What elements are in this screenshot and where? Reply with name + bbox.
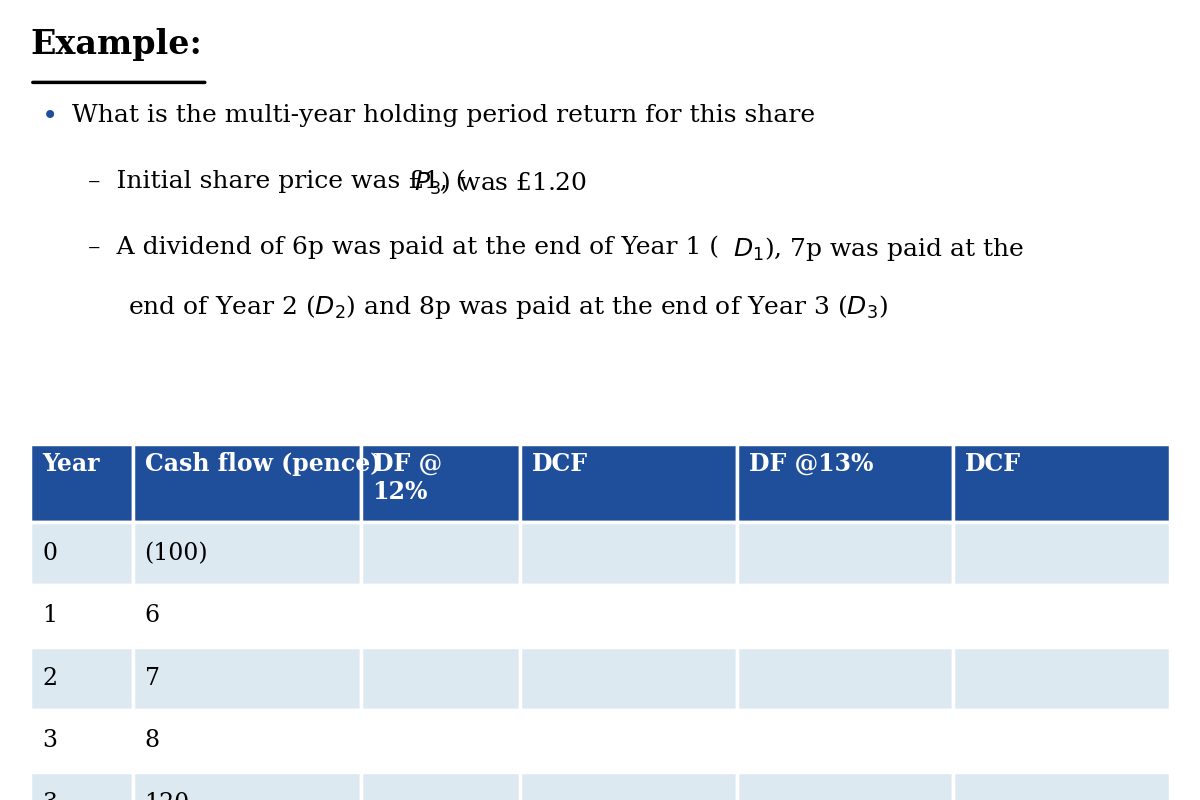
Text: What is the multi-year holding period return for this share: What is the multi-year holding period re… bbox=[72, 104, 815, 127]
Text: –  A dividend of 6p was paid at the end of Year 1 (: – A dividend of 6p was paid at the end o… bbox=[88, 235, 719, 258]
Bar bbox=[953, 444, 1170, 522]
Text: 120: 120 bbox=[144, 792, 190, 800]
Bar bbox=[30, 647, 132, 710]
Bar bbox=[737, 710, 953, 772]
Text: $D_1$), 7p was paid at the: $D_1$), 7p was paid at the bbox=[733, 235, 1025, 263]
Text: end of Year 2 ($D_2$) and 8p was paid at the end of Year 3 ($D_3$): end of Year 2 ($D_2$) and 8p was paid at… bbox=[128, 293, 888, 321]
Bar bbox=[737, 444, 953, 522]
Text: Year: Year bbox=[42, 452, 100, 476]
Text: Example:: Example: bbox=[30, 28, 202, 61]
Bar bbox=[132, 585, 361, 647]
Bar bbox=[953, 710, 1170, 772]
Text: $P_3$) was £1.20: $P_3$) was £1.20 bbox=[414, 170, 587, 197]
Bar bbox=[953, 772, 1170, 800]
Text: •: • bbox=[42, 104, 59, 131]
Text: DCF: DCF bbox=[965, 452, 1021, 476]
Bar bbox=[360, 647, 521, 710]
Bar bbox=[737, 772, 953, 800]
Text: Cash flow (pence): Cash flow (pence) bbox=[144, 452, 380, 476]
Text: 3: 3 bbox=[42, 730, 58, 752]
Text: DCF: DCF bbox=[533, 452, 588, 476]
Bar bbox=[360, 444, 521, 522]
Bar bbox=[360, 585, 521, 647]
Bar bbox=[737, 647, 953, 710]
Bar bbox=[521, 522, 737, 585]
Bar bbox=[521, 772, 737, 800]
Bar bbox=[30, 444, 132, 522]
Bar bbox=[737, 585, 953, 647]
Text: 0: 0 bbox=[42, 542, 58, 565]
Bar bbox=[30, 772, 132, 800]
Text: DF @13%: DF @13% bbox=[749, 452, 874, 476]
Bar bbox=[953, 647, 1170, 710]
Bar bbox=[30, 710, 132, 772]
Text: –  Initial share price was £1, (: – Initial share price was £1, ( bbox=[88, 170, 466, 193]
Bar bbox=[132, 647, 361, 710]
Bar bbox=[30, 522, 132, 585]
Bar bbox=[521, 444, 737, 522]
Bar bbox=[30, 585, 132, 647]
Bar bbox=[521, 647, 737, 710]
Bar bbox=[737, 522, 953, 585]
Bar bbox=[132, 444, 361, 522]
Text: 1: 1 bbox=[42, 605, 58, 627]
Text: 8: 8 bbox=[144, 730, 160, 752]
Text: 2: 2 bbox=[42, 667, 58, 690]
Text: 3: 3 bbox=[42, 792, 58, 800]
Bar bbox=[360, 710, 521, 772]
Bar bbox=[132, 522, 361, 585]
Bar bbox=[953, 522, 1170, 585]
Bar bbox=[132, 772, 361, 800]
Bar bbox=[360, 772, 521, 800]
Bar bbox=[360, 522, 521, 585]
Text: DF @
12%: DF @ 12% bbox=[373, 452, 442, 504]
Bar bbox=[953, 585, 1170, 647]
Text: (100): (100) bbox=[144, 542, 209, 565]
Bar bbox=[132, 710, 361, 772]
Bar bbox=[521, 585, 737, 647]
Bar bbox=[521, 710, 737, 772]
Text: 7: 7 bbox=[144, 667, 160, 690]
Text: 6: 6 bbox=[144, 605, 160, 627]
